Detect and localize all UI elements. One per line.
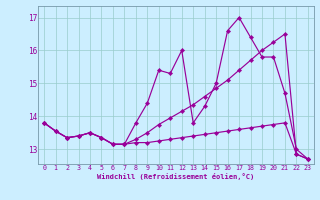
- X-axis label: Windchill (Refroidissement éolien,°C): Windchill (Refroidissement éolien,°C): [97, 173, 255, 180]
